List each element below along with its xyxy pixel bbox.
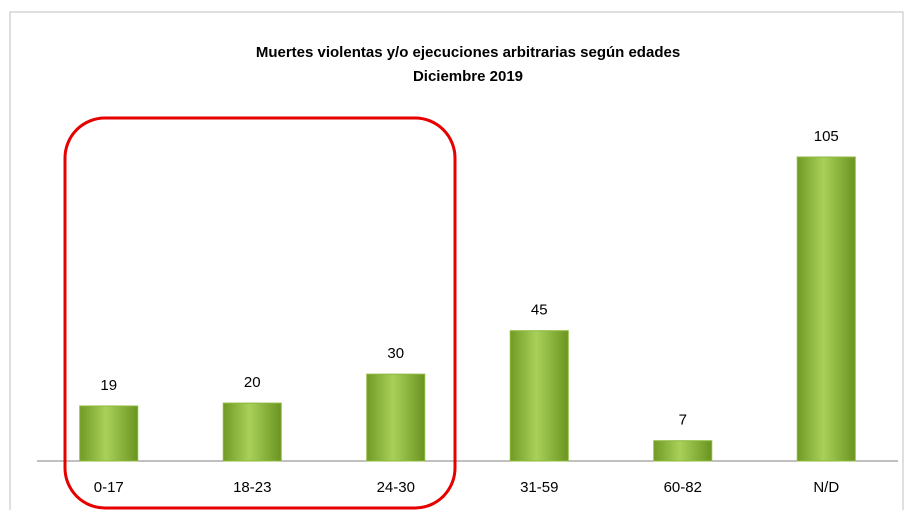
chart-subtitle: Diciembre 2019 <box>413 68 523 85</box>
bar <box>653 440 713 462</box>
x-tick-label: N/D <box>813 479 839 496</box>
x-tick-label: 60-82 <box>664 479 702 496</box>
bar <box>366 373 426 462</box>
data-label: 19 <box>100 377 117 394</box>
x-tick-label: 0-17 <box>94 479 124 496</box>
bar <box>222 402 282 462</box>
chart-title: Muertes violentas y/o ejecuciones arbitr… <box>256 44 680 61</box>
x-tick-label: 24-30 <box>377 479 415 496</box>
data-label: 105 <box>814 128 839 145</box>
data-label: 30 <box>387 345 404 362</box>
data-label: 45 <box>531 302 548 319</box>
bar <box>796 156 856 462</box>
bar <box>79 405 139 462</box>
x-tick-label: 31-59 <box>520 479 558 496</box>
x-tick-label: 18-23 <box>233 479 271 496</box>
highlight-box <box>63 116 457 510</box>
data-label: 7 <box>679 412 687 429</box>
data-label: 20 <box>244 374 261 391</box>
bar <box>509 330 569 462</box>
